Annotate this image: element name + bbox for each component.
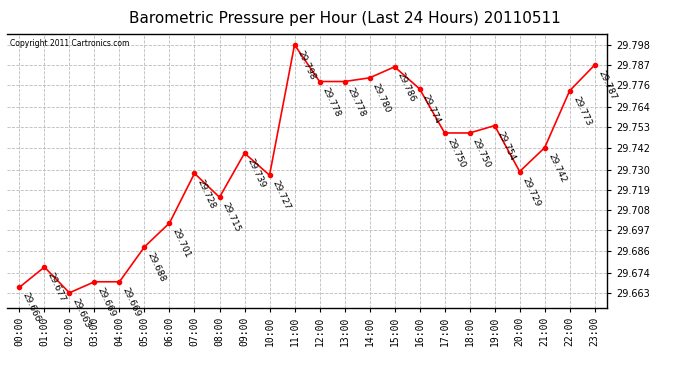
Text: 29.750: 29.750: [446, 137, 468, 170]
Text: 29.688: 29.688: [146, 251, 168, 284]
Text: Copyright 2011 Cartronics.com: Copyright 2011 Cartronics.com: [10, 39, 129, 48]
Text: 29.729: 29.729: [521, 176, 542, 208]
Text: 29.778: 29.778: [321, 86, 342, 118]
Text: 29.701: 29.701: [171, 227, 193, 260]
Text: 29.669: 29.669: [121, 286, 142, 318]
Text: 29.677: 29.677: [46, 271, 68, 304]
Text: 29.750: 29.750: [471, 137, 493, 170]
Text: 29.728: 29.728: [196, 177, 217, 210]
Text: 29.715: 29.715: [221, 201, 242, 234]
Text: 29.754: 29.754: [496, 130, 518, 162]
Text: 29.786: 29.786: [396, 71, 417, 104]
Text: 29.798: 29.798: [296, 49, 317, 81]
Text: 29.666: 29.666: [21, 291, 42, 324]
Text: 29.774: 29.774: [421, 93, 442, 125]
Text: Barometric Pressure per Hour (Last 24 Hours) 20110511: Barometric Pressure per Hour (Last 24 Ho…: [129, 11, 561, 26]
Text: 29.787: 29.787: [596, 69, 618, 102]
Text: 29.739: 29.739: [246, 158, 268, 190]
Text: 29.669: 29.669: [96, 286, 117, 318]
Text: 29.727: 29.727: [271, 179, 293, 212]
Text: 29.780: 29.780: [371, 82, 393, 114]
Text: 29.778: 29.778: [346, 86, 368, 118]
Text: 29.773: 29.773: [571, 95, 593, 127]
Text: 29.742: 29.742: [546, 152, 567, 184]
Text: 29.663: 29.663: [71, 297, 92, 329]
